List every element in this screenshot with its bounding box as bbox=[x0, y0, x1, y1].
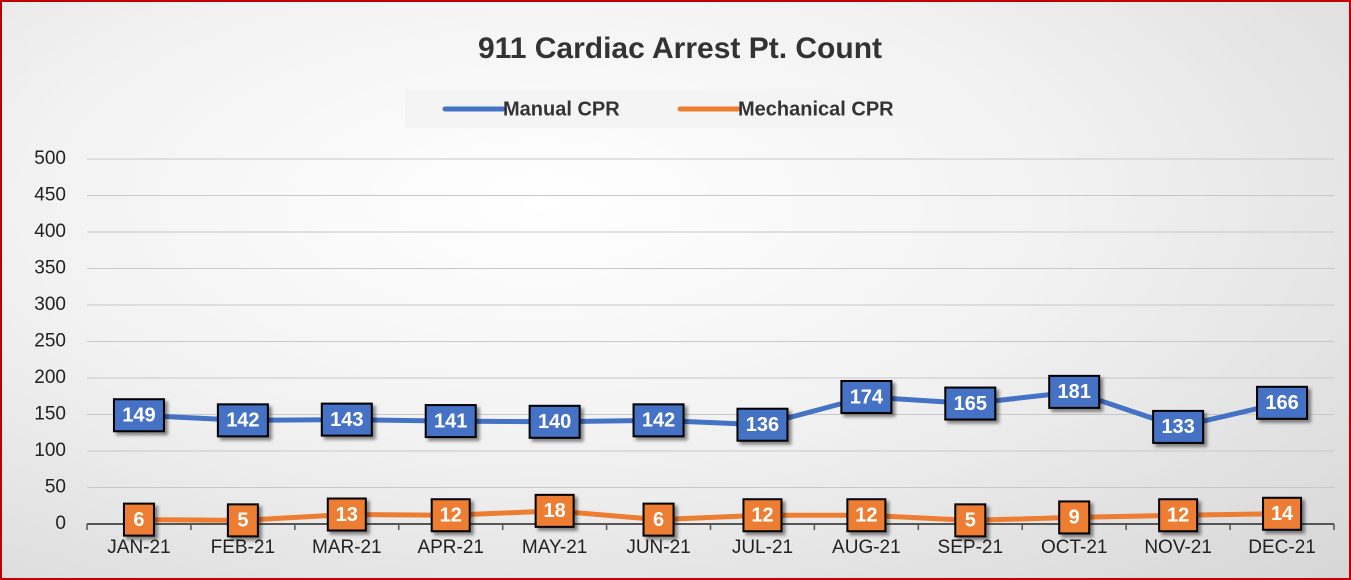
x-tick-label: DEC-21 bbox=[1248, 537, 1316, 558]
y-tick-label: 100 bbox=[34, 440, 66, 461]
data-label-box bbox=[430, 498, 471, 533]
data-label: 12 bbox=[855, 505, 877, 527]
data-label: 14 bbox=[1271, 503, 1294, 525]
data-label-box bbox=[424, 404, 477, 439]
x-tick-label: SEP-21 bbox=[938, 537, 1003, 558]
y-tick-label: 400 bbox=[34, 221, 66, 242]
x-tick-label: JAN-21 bbox=[107, 537, 170, 558]
data-label-box bbox=[216, 403, 269, 438]
data-label: 133 bbox=[1161, 416, 1194, 438]
y-tick-label: 150 bbox=[34, 404, 66, 425]
data-label-box bbox=[1048, 374, 1101, 409]
data-label: 143 bbox=[330, 409, 363, 431]
data-label-box bbox=[840, 379, 893, 414]
data-label: 165 bbox=[954, 393, 987, 415]
x-tick-label: MAR-21 bbox=[312, 537, 382, 558]
data-label: 142 bbox=[226, 410, 259, 432]
data-label-box bbox=[944, 386, 997, 421]
series-line bbox=[138, 389, 1283, 430]
data-label-box bbox=[112, 398, 165, 433]
data-label: 12 bbox=[440, 505, 462, 527]
data-label: 181 bbox=[1058, 381, 1091, 403]
data-label-box bbox=[1058, 500, 1091, 535]
y-tick-label: 50 bbox=[45, 477, 66, 498]
data-label-box bbox=[736, 407, 789, 442]
legend-label: Manual CPR bbox=[503, 98, 620, 120]
data-label: 5 bbox=[965, 510, 976, 532]
legend-label: Mechanical CPR bbox=[738, 98, 894, 120]
data-label: 12 bbox=[1167, 505, 1189, 527]
data-label: 6 bbox=[653, 509, 664, 531]
data-label-box bbox=[1256, 385, 1309, 420]
data-label-box bbox=[320, 402, 373, 437]
data-label: 174 bbox=[850, 386, 884, 408]
x-tick-label: JUL-21 bbox=[732, 537, 793, 558]
data-label: 5 bbox=[237, 510, 248, 532]
x-tick-label: APR-21 bbox=[417, 537, 484, 558]
data-label: 141 bbox=[434, 410, 467, 432]
series-line bbox=[138, 508, 1283, 523]
data-label-box bbox=[528, 404, 581, 439]
data-label-box bbox=[846, 498, 887, 533]
y-tick-label: 500 bbox=[34, 148, 66, 169]
data-label-box bbox=[1152, 409, 1205, 444]
x-tick-label: AUG-21 bbox=[832, 537, 901, 558]
data-label: 13 bbox=[336, 504, 358, 526]
data-label-box bbox=[954, 503, 987, 538]
data-label-box bbox=[742, 498, 783, 533]
data-label: 9 bbox=[1069, 507, 1080, 529]
y-tick-label: 350 bbox=[34, 258, 66, 279]
data-label-box bbox=[1262, 496, 1303, 531]
y-tick-label: 0 bbox=[55, 513, 66, 534]
data-label-box bbox=[122, 502, 155, 537]
data-label: 12 bbox=[751, 505, 773, 527]
data-label-box bbox=[326, 497, 367, 532]
data-label: 149 bbox=[122, 405, 155, 427]
y-tick-label: 300 bbox=[34, 294, 66, 315]
y-tick-label: 250 bbox=[34, 331, 66, 352]
chart-title: 911 Cardiac Arrest Pt. Count bbox=[478, 32, 882, 65]
x-tick-label: FEB-21 bbox=[211, 537, 275, 558]
x-tick-label: NOV-21 bbox=[1144, 537, 1212, 558]
data-label-box bbox=[642, 502, 675, 537]
y-tick-label: 200 bbox=[34, 367, 66, 388]
data-label: 166 bbox=[1265, 392, 1298, 414]
data-label: 136 bbox=[746, 414, 779, 436]
data-label-box bbox=[632, 403, 685, 438]
data-label-box bbox=[226, 503, 259, 538]
data-label: 140 bbox=[538, 411, 571, 433]
data-label: 142 bbox=[642, 410, 675, 432]
x-tick-label: MAY-21 bbox=[522, 537, 587, 558]
data-label: 6 bbox=[133, 509, 144, 531]
data-label-box bbox=[534, 493, 575, 528]
y-tick-label: 450 bbox=[34, 185, 66, 206]
data-label-box bbox=[1158, 498, 1199, 533]
x-tick-label: JUN-21 bbox=[626, 537, 690, 558]
data-label: 18 bbox=[544, 500, 566, 522]
x-tick-label: OCT-21 bbox=[1041, 537, 1108, 558]
